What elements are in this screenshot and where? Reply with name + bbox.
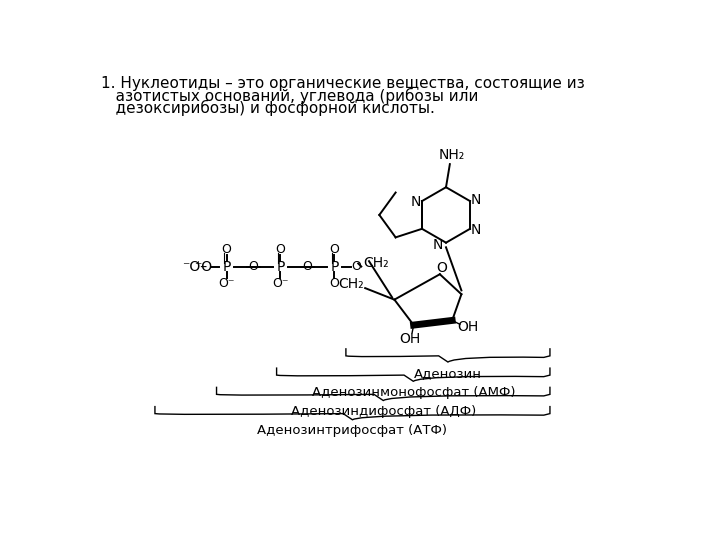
Text: O: O xyxy=(222,243,232,256)
Text: O: O xyxy=(351,260,361,273)
Text: P: P xyxy=(330,260,338,274)
Text: NH₂: NH₂ xyxy=(439,148,465,162)
Text: Аденозинмонофосфат (АМФ): Аденозинмонофосфат (АМФ) xyxy=(312,386,515,399)
Text: O: O xyxy=(302,260,312,273)
Text: Аденозиндифосфат (АДФ): Аденозиндифосфат (АДФ) xyxy=(291,405,476,418)
Text: O: O xyxy=(437,261,448,275)
Text: N: N xyxy=(410,195,421,209)
Text: Аденозинтрифосфат (АТФ): Аденозинтрифосфат (АТФ) xyxy=(258,424,447,437)
Text: Аденозин: Аденозин xyxy=(414,367,482,380)
Text: азотистых оснований, углевода (рибозы или: азотистых оснований, углевода (рибозы ил… xyxy=(101,88,478,104)
Text: N: N xyxy=(433,238,444,252)
Text: O: O xyxy=(330,277,339,290)
Text: OH: OH xyxy=(399,332,420,346)
Text: O⁻: O⁻ xyxy=(272,277,289,290)
Text: O: O xyxy=(330,243,339,256)
Text: дезоксирибозы) и фосфорной кислоты.: дезоксирибозы) и фосфорной кислоты. xyxy=(101,100,435,117)
Text: N: N xyxy=(471,193,482,206)
Text: CH₂: CH₂ xyxy=(364,256,390,271)
Text: P: P xyxy=(276,260,284,274)
Text: O⁻: O⁻ xyxy=(218,277,235,290)
Text: N: N xyxy=(471,224,482,238)
Text: O: O xyxy=(248,260,258,273)
Text: 1. Нуклеотиды – это органические вещества, состоящие из: 1. Нуклеотиды – это органические веществ… xyxy=(101,76,585,91)
Text: CH₂: CH₂ xyxy=(338,277,364,291)
Text: ⁻O–: ⁻O– xyxy=(181,260,207,274)
Text: ⁺O: ⁺O xyxy=(194,260,212,274)
Text: P: P xyxy=(222,260,230,274)
Text: OH: OH xyxy=(457,320,478,334)
Text: O: O xyxy=(276,243,285,256)
